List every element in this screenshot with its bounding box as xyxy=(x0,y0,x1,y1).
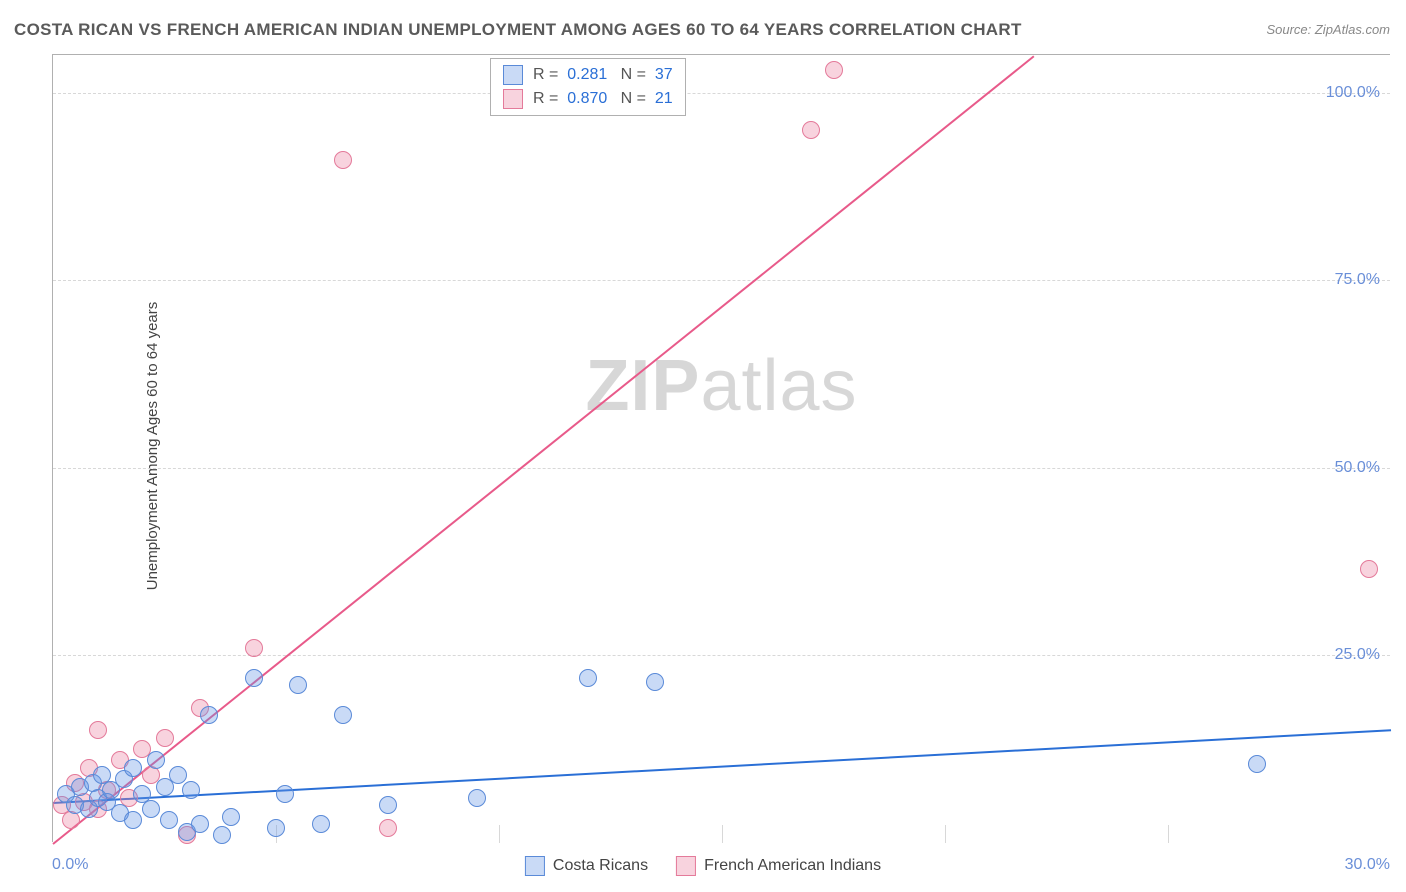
legend-series-item: French American Indians xyxy=(676,856,881,876)
legend-r-text: R = 0.870 N = 21 xyxy=(533,90,673,108)
scatter-point-b xyxy=(379,819,397,837)
scatter-point-b xyxy=(802,121,820,139)
legend-swatch xyxy=(676,856,696,876)
legend-r-text: R = 0.281 N = 37 xyxy=(533,66,673,84)
legend-swatch xyxy=(503,65,523,85)
chart-container: COSTA RICAN VS FRENCH AMERICAN INDIAN UN… xyxy=(0,0,1406,892)
legend-series-label: Costa Ricans xyxy=(553,857,648,875)
legend-correlation-row: R = 0.281 N = 37 xyxy=(491,63,685,87)
scatter-point-b xyxy=(245,639,263,657)
scatter-point-a xyxy=(468,789,486,807)
gridline-v xyxy=(722,825,723,843)
chart-title: COSTA RICAN VS FRENCH AMERICAN INDIAN UN… xyxy=(14,20,1022,40)
legend-swatch xyxy=(503,89,523,109)
gridline-v xyxy=(1168,825,1169,843)
scatter-point-b xyxy=(334,151,352,169)
legend-series: Costa Ricans French American Indians xyxy=(525,856,881,876)
scatter-point-a xyxy=(379,796,397,814)
legend-series-item: Costa Ricans xyxy=(525,856,648,876)
scatter-point-a xyxy=(222,808,240,826)
plot-area: ZIPatlas 25.0% 50.0% 75.0% 100.0% xyxy=(52,54,1390,842)
scatter-point-a xyxy=(191,815,209,833)
gridline-v xyxy=(499,825,500,843)
scatter-point-a xyxy=(289,676,307,694)
scatter-point-a xyxy=(124,811,142,829)
scatter-point-a xyxy=(267,819,285,837)
gridline-h xyxy=(53,468,1390,469)
trend-line xyxy=(52,55,1034,845)
scatter-point-a xyxy=(200,706,218,724)
x-max-label: 30.0% xyxy=(1345,856,1390,874)
y-tick-label: 100.0% xyxy=(1326,84,1380,102)
scatter-point-b xyxy=(825,61,843,79)
x-origin-label: 0.0% xyxy=(52,856,88,874)
scatter-point-a xyxy=(245,669,263,687)
legend-swatch xyxy=(525,856,545,876)
trend-line xyxy=(53,729,1391,804)
scatter-point-a xyxy=(312,815,330,833)
watermark-light: atlas xyxy=(700,346,857,426)
y-tick-label: 75.0% xyxy=(1335,271,1380,289)
scatter-point-a xyxy=(182,781,200,799)
scatter-point-a xyxy=(1248,755,1266,773)
gridline-h xyxy=(53,280,1390,281)
legend-correlation: R = 0.281 N = 37 R = 0.870 N = 21 xyxy=(490,58,686,116)
scatter-point-a xyxy=(147,751,165,769)
scatter-point-a xyxy=(142,800,160,818)
scatter-point-b xyxy=(156,729,174,747)
legend-correlation-row: R = 0.870 N = 21 xyxy=(491,87,685,111)
scatter-point-a xyxy=(124,759,142,777)
scatter-point-b xyxy=(89,721,107,739)
scatter-point-a xyxy=(169,766,187,784)
gridline-v xyxy=(945,825,946,843)
scatter-point-a xyxy=(160,811,178,829)
scatter-point-a xyxy=(334,706,352,724)
scatter-point-a xyxy=(646,673,664,691)
scatter-point-a xyxy=(276,785,294,803)
source-attribution: Source: ZipAtlas.com xyxy=(1266,22,1390,37)
watermark-bold: ZIP xyxy=(585,346,700,426)
watermark: ZIPatlas xyxy=(585,345,857,427)
scatter-point-a xyxy=(213,826,231,844)
y-tick-label: 25.0% xyxy=(1335,646,1380,664)
scatter-point-b xyxy=(1360,560,1378,578)
y-tick-label: 50.0% xyxy=(1335,459,1380,477)
scatter-point-a xyxy=(579,669,597,687)
gridline-h xyxy=(53,93,1390,94)
legend-series-label: French American Indians xyxy=(704,857,881,875)
